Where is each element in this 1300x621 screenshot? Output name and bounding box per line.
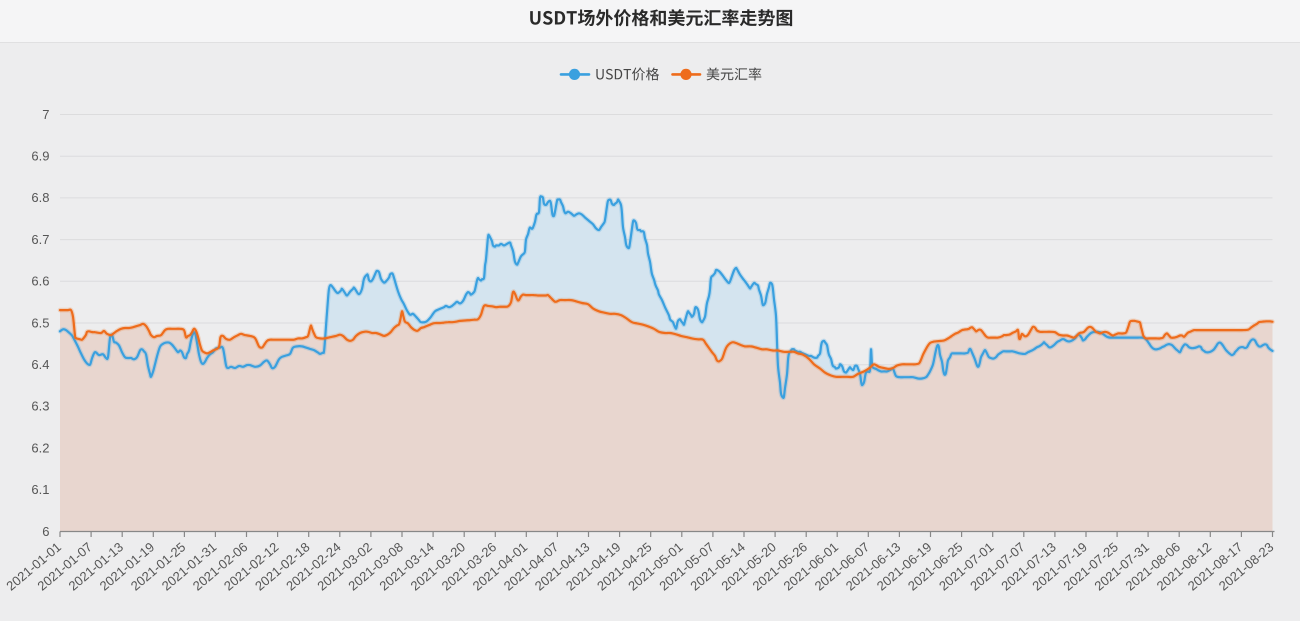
svg-text:6.8: 6.8 <box>31 190 49 205</box>
svg-text:6.4: 6.4 <box>31 357 49 372</box>
svg-text:6.7: 6.7 <box>31 232 49 247</box>
svg-text:6.5: 6.5 <box>31 315 49 330</box>
svg-text:6.3: 6.3 <box>31 399 49 414</box>
svg-text:7: 7 <box>42 107 49 122</box>
svg-text:6.1: 6.1 <box>31 482 49 497</box>
svg-text:6.9: 6.9 <box>31 149 49 164</box>
svg-text:6.2: 6.2 <box>31 440 49 455</box>
svg-text:6.6: 6.6 <box>31 274 49 289</box>
svg-text:6: 6 <box>42 524 49 539</box>
